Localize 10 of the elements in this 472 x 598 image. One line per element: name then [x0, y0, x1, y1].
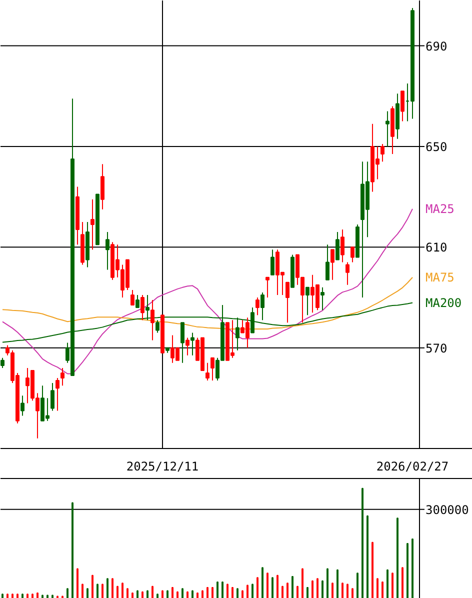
series-label: MA25: [426, 202, 454, 216]
y-tick-label: 650: [426, 140, 448, 154]
x-tick-label: 2026/02/27: [376, 460, 449, 474]
x-tick-label: 2025/12/11: [126, 460, 199, 474]
series-label: MA75: [426, 270, 454, 284]
series-label: MA200: [426, 296, 462, 310]
text: 300000: [426, 502, 469, 517]
y-tick-label: 690: [426, 39, 448, 54]
y-tick-label: 570: [426, 341, 448, 356]
y-tick-label: 610: [426, 240, 448, 255]
